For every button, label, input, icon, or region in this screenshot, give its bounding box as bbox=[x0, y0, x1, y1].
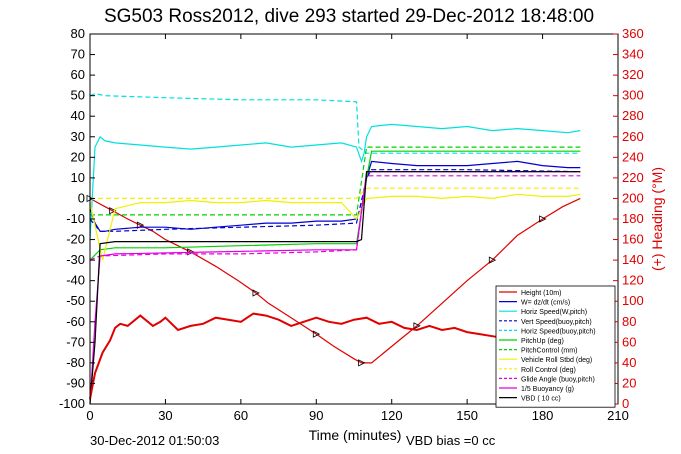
x-tick-label-6: 180 bbox=[532, 408, 554, 423]
footer-timestamp: 30-Dec-2012 01:50:03 bbox=[90, 433, 219, 448]
plot-area bbox=[86, 34, 618, 405]
y-tick-label-right-2: 40 bbox=[622, 355, 636, 370]
y-tick-label-right-0: 0 bbox=[622, 396, 629, 411]
y-tick-label-right-12: 240 bbox=[622, 149, 644, 164]
y-tick-label-left-18: 80 bbox=[71, 26, 85, 41]
series-line-4 bbox=[89, 92, 581, 154]
y-tick-label-right-1: 20 bbox=[622, 375, 636, 390]
series-line-9 bbox=[89, 175, 581, 261]
legend-label-1: W= dz/dt (cm/s) bbox=[521, 300, 570, 307]
series-line-11 bbox=[89, 171, 581, 405]
x-tick-label-0: 0 bbox=[86, 408, 93, 423]
axes: 0 30 60 90 120 150 180 210-100-90-80-70-60-50-4… bbox=[59, 26, 644, 423]
y-tick-label-left-10: 0 bbox=[78, 190, 85, 205]
y-tick-label-right-9: 180 bbox=[622, 211, 644, 226]
legend-box bbox=[495, 285, 616, 408]
y-tick-label-left-0: -100 bbox=[59, 396, 85, 411]
legend-label-7: Vehicle Roll Stbd (deg) bbox=[521, 357, 592, 364]
y-axis-label-right: (+) Heading (°M) bbox=[649, 167, 665, 271]
y-tick-label-left-16: 60 bbox=[71, 67, 85, 82]
x-axis-label: Time (minutes) bbox=[309, 427, 402, 443]
series-marker-0-3 bbox=[109, 207, 117, 215]
x-tick-label-3: 90 bbox=[309, 408, 323, 423]
x-tick-label-1: 30 bbox=[158, 408, 172, 423]
x-tick-label-5: 150 bbox=[456, 408, 478, 423]
x-tick-label-7: 210 bbox=[607, 408, 629, 423]
series-line-7 bbox=[89, 193, 581, 261]
legend-label-8: Roll Control (deg) bbox=[521, 367, 576, 374]
series-marker-0-15 bbox=[312, 330, 321, 338]
legend-label-9: Glide Angle (buoy,pitch) bbox=[521, 376, 595, 383]
x-tick-label-2: 60 bbox=[234, 408, 248, 423]
y-tick-label-left-14: 40 bbox=[71, 108, 85, 123]
series-line-6 bbox=[90, 146, 581, 216]
y-tick-label-left-7: -30 bbox=[66, 252, 85, 267]
y-tick-label-left-6: -40 bbox=[66, 273, 85, 288]
series-marker-0-27 bbox=[539, 215, 547, 223]
legend-label-3: Vert Speed(buoy,pitch) bbox=[521, 319, 592, 326]
y-tick-label-right-3: 60 bbox=[622, 334, 636, 349]
y-tick-label-right-5: 100 bbox=[622, 293, 644, 308]
y-tick-label-left-3: -70 bbox=[66, 334, 85, 349]
y-tick-label-left-5: -50 bbox=[66, 293, 85, 308]
series-line-5 bbox=[89, 150, 581, 261]
y-tick-label-left-9: -10 bbox=[66, 211, 85, 226]
legend: Height (10m) W= dz/dt (cm/s) Horiz Speed(W… bbox=[495, 285, 616, 408]
y-tick-label-left-12: 20 bbox=[71, 149, 85, 164]
chart-title: SG503 Ross2012, dive 293 started 29-Dec-… bbox=[104, 6, 594, 27]
legend-label-11: VBD ( 10 cc) bbox=[521, 396, 561, 403]
y-tick-label-left-15: 50 bbox=[71, 88, 85, 103]
y-tick-label-right-7: 140 bbox=[622, 252, 644, 267]
y-tick-label-right-13: 260 bbox=[622, 129, 644, 144]
legend-label-2: Horiz Speed(W,pitch) bbox=[521, 309, 587, 316]
series-line-0 bbox=[89, 197, 581, 364]
series-line-1 bbox=[89, 160, 581, 232]
series-line-2 bbox=[89, 123, 581, 240]
legend-label-6: PitchControl (mm) bbox=[521, 348, 577, 355]
legend-label-0: Height (10m) bbox=[521, 290, 561, 297]
y-tick-label-right-14: 280 bbox=[622, 108, 644, 123]
series-marker-0-21 bbox=[413, 322, 421, 330]
y-tick-label-left-4: -60 bbox=[66, 314, 85, 329]
x-tick-label-4: 120 bbox=[381, 408, 403, 423]
y-tick-label-right-18: 360 bbox=[622, 26, 644, 41]
y-tick-label-right-17: 340 bbox=[622, 47, 644, 62]
y-tick-label-right-4: 80 bbox=[622, 314, 636, 329]
legend-label-4: Horiz Speed(buoy,pitch) bbox=[521, 328, 596, 335]
y-tick-label-left-17: 70 bbox=[71, 47, 85, 62]
y-tick-label-left-13: 30 bbox=[71, 129, 85, 144]
y-tick-label-right-15: 300 bbox=[622, 88, 644, 103]
series-marker-0-18 bbox=[358, 359, 366, 367]
series-marker-0-24 bbox=[488, 256, 497, 264]
series-line-12 bbox=[89, 312, 581, 400]
series-marker-0-12 bbox=[252, 289, 260, 297]
y-tick-label-left-11: 10 bbox=[71, 170, 85, 185]
y-tick-label-right-10: 200 bbox=[622, 190, 644, 205]
legend-label-5: PitchUp (deg) bbox=[521, 338, 564, 345]
legend-label-10: 1/5 Buoyancy (g) bbox=[521, 386, 574, 393]
y-tick-label-left-1: -90 bbox=[66, 375, 85, 390]
y-tick-label-left-2: -80 bbox=[66, 355, 85, 370]
y-tick-label-right-11: 220 bbox=[622, 170, 644, 185]
series-line-8 bbox=[90, 187, 581, 199]
y-tick-label-left-8: -20 bbox=[66, 232, 85, 247]
y-tick-label-right-16: 320 bbox=[622, 67, 644, 82]
y-tick-label-right-8: 160 bbox=[622, 232, 644, 247]
y-tick-label-right-6: 120 bbox=[622, 273, 644, 288]
footer-vbd-bias: VBD bias =0 cc bbox=[406, 433, 496, 448]
